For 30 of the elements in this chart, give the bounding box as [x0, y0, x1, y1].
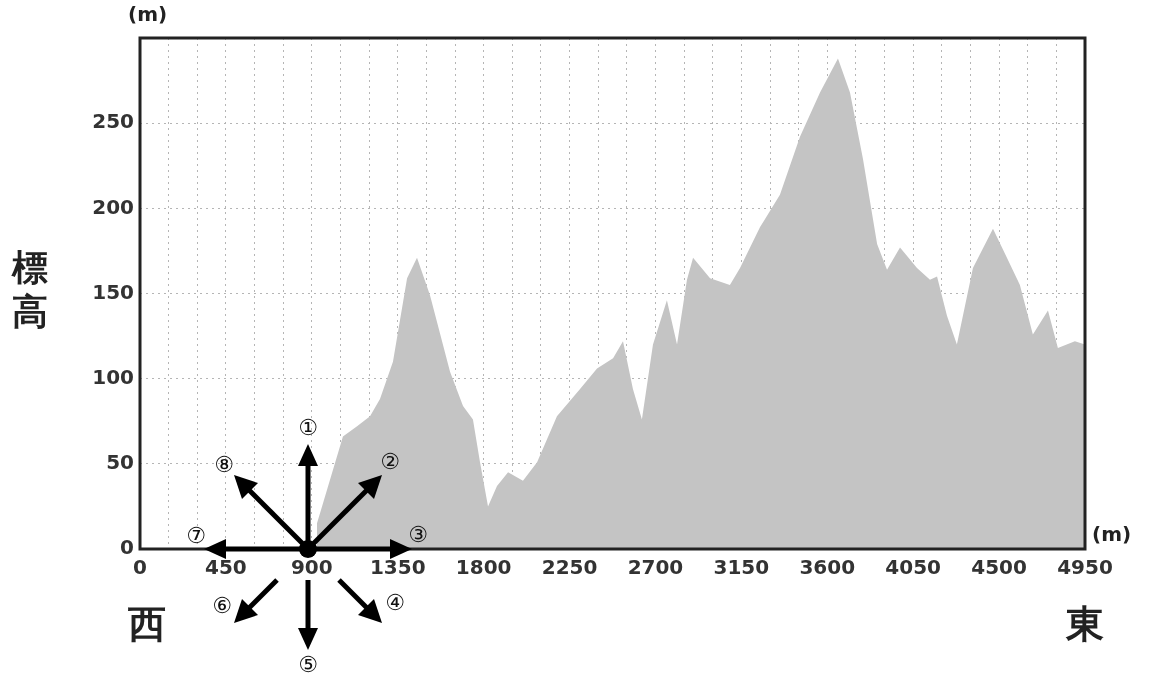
x-axis-title: (m) — [1092, 522, 1132, 546]
text: ⑥ — [212, 593, 232, 618]
x-tick-label: 3150 — [713, 555, 770, 580]
x-tick-label: 1350 — [369, 555, 426, 580]
x-tick-label: 1800 — [455, 555, 512, 580]
x-tick-label: 3600 — [799, 555, 856, 580]
y-tick-label: 0 — [120, 535, 134, 560]
y-tick-label: 150 — [92, 279, 134, 304]
annotation: ⑧ — [214, 452, 234, 477]
x-tick-label: 2250 — [541, 555, 598, 580]
y-tick-label: 200 — [92, 194, 134, 219]
text: 西 — [128, 602, 166, 646]
y-axis-title: 標高 — [12, 247, 48, 332]
y-tick-label: 100 — [92, 364, 134, 389]
text: (m) — [128, 2, 168, 26]
annotation: ③ — [408, 522, 428, 547]
x-tick-label: 4950 — [1057, 555, 1113, 580]
text: ⑤ — [298, 652, 318, 677]
x-tick-label: 450 — [205, 555, 247, 580]
x-tick-label: 4050 — [885, 555, 942, 580]
x-tick-label: 900 — [290, 555, 333, 580]
annotation: ② — [380, 449, 400, 474]
x-tick-label: 4500 — [971, 555, 1027, 580]
y-tick-label: 50 — [106, 450, 134, 475]
text: ④ — [385, 590, 405, 615]
x-tick-label: 2700 — [627, 555, 684, 580]
annotation: ⑦ — [186, 523, 206, 548]
text: 東 — [1066, 602, 1104, 646]
annotation: ① — [298, 415, 318, 440]
y-tick-label: 250 — [92, 109, 134, 134]
